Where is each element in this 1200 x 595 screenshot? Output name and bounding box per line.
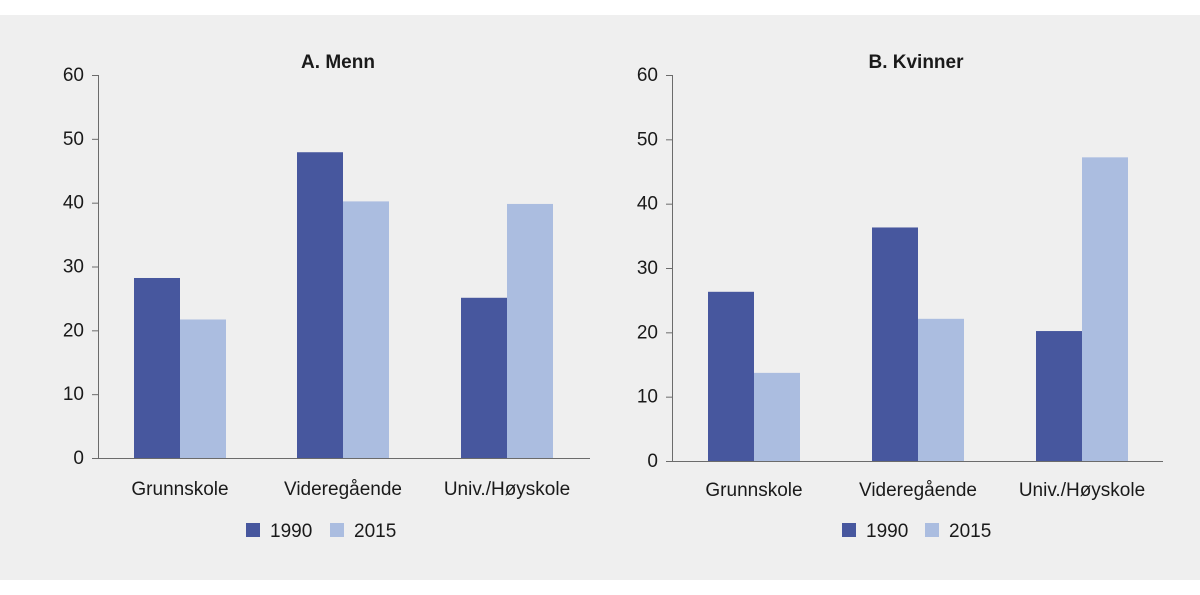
bar-1990-0 bbox=[134, 277, 180, 458]
y-tick-label: 20 bbox=[637, 322, 658, 343]
y-tick-label: 50 bbox=[637, 129, 658, 150]
bar-2015-0 bbox=[754, 372, 800, 461]
y-tick-label: 10 bbox=[63, 384, 84, 405]
y-tick-label: 10 bbox=[637, 387, 658, 408]
y-tick-label: 40 bbox=[637, 194, 658, 215]
bar-1990-0 bbox=[708, 291, 754, 461]
bar-2015-2 bbox=[507, 203, 553, 458]
category-label: Univ./Høyskole bbox=[1019, 480, 1145, 501]
bar-2015-2 bbox=[1082, 157, 1128, 461]
category-label: Grunnskole bbox=[705, 480, 802, 501]
bar-1990-2 bbox=[1036, 331, 1082, 461]
bar-1990-1 bbox=[872, 227, 918, 461]
chart-panel-menn: A. Menn 0 10 20 30 40 50 60 Grunnskole Videregåen… bbox=[63, 52, 590, 542]
category-label: Grunnskole bbox=[131, 479, 228, 500]
y-tick-label: 50 bbox=[63, 129, 84, 150]
legend-swatch-1990 bbox=[246, 523, 260, 537]
y-tick-label: 30 bbox=[637, 258, 658, 279]
category-label: Videregående bbox=[284, 479, 402, 500]
y-tick-label: 60 bbox=[637, 65, 658, 86]
category-label: Univ./Høyskole bbox=[444, 479, 570, 500]
y-tick-label: 0 bbox=[647, 451, 658, 472]
legend-label-1990: 1990 bbox=[270, 521, 312, 542]
legend-label-2015: 2015 bbox=[949, 521, 991, 542]
legend-swatch-2015 bbox=[330, 523, 344, 537]
legend-label-2015: 2015 bbox=[354, 521, 396, 542]
legend-label-1990: 1990 bbox=[866, 521, 908, 542]
bar-1990-1 bbox=[297, 152, 343, 458]
panel-title: A. Menn bbox=[301, 52, 375, 73]
bar-2015-1 bbox=[343, 201, 389, 458]
chart-panel-kvinner: B. Kvinner 0 10 20 30 40 50 60 Grunnskole Videreg… bbox=[637, 52, 1163, 542]
y-tick-label: 60 bbox=[63, 65, 84, 86]
chart-svg: A. Menn 0 10 20 30 40 50 60 Grunnskole Videregåen… bbox=[63, 52, 1163, 542]
category-label: Videregående bbox=[859, 480, 977, 501]
bar-2015-1 bbox=[918, 318, 964, 461]
y-tick-label: 40 bbox=[63, 193, 84, 214]
legend-swatch-2015 bbox=[925, 523, 939, 537]
y-tick-label: 20 bbox=[63, 320, 84, 341]
figure-background: A. Menn 0 10 20 30 40 50 60 Grunnskole Videregåen… bbox=[0, 15, 1200, 580]
y-tick-label: 0 bbox=[73, 448, 84, 469]
legend-swatch-1990 bbox=[842, 523, 856, 537]
panel-title: B. Kvinner bbox=[868, 52, 964, 73]
bar-2015-0 bbox=[180, 319, 226, 458]
bar-1990-2 bbox=[461, 297, 507, 458]
y-tick-label: 30 bbox=[63, 257, 84, 278]
